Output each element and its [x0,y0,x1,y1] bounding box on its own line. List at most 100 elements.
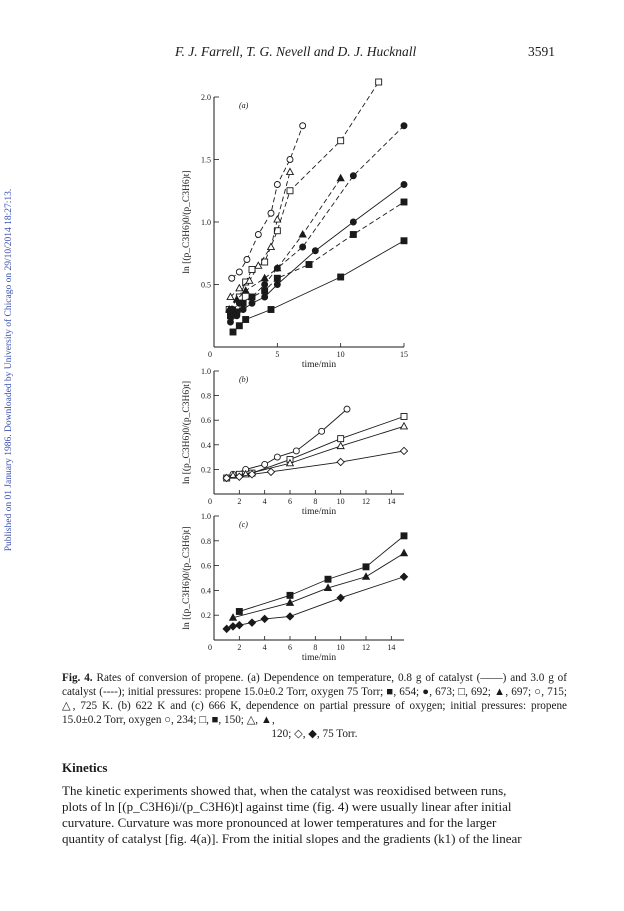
caption-line: pressure of oxygen; initial pressures: p… [62,700,568,726]
square-marker [400,237,408,245]
y-axis-label: ln [(p_C3H6)0/(p_C3H6)t] [181,526,192,629]
body-line: curvature. Curvature was more pronounced… [62,815,497,830]
circle-marker [243,256,251,263]
series-line [226,416,405,479]
data-series [229,237,408,336]
triangle-marker [285,458,295,467]
y-tick-label: 0.4 [201,441,211,450]
square-marker [229,328,237,336]
circle-marker [239,306,247,313]
circle-marker [286,156,294,163]
square-marker [400,532,408,540]
x-tick-label: 8 [313,643,317,652]
body-line: quantity of catalyst [fig. 4(a)]. From t… [62,831,522,846]
triangle-marker [228,471,238,479]
chart-panel: 0 2 4 6 8 10 12 14 0.2 0.4 0.6 0.8 1.0 (b) time/min ln … [181,367,409,517]
y-tick-label: 2.0 [201,93,211,102]
square-marker [337,137,345,145]
data-series [228,122,307,282]
caption-line: 120; ◇, ◆, 75 Torr. [271,728,358,740]
body-line: plots of ln [(p_C3H6)i/(p_C3H6)t] agains… [62,799,512,814]
y-tick-label: 1.0 [201,512,211,521]
square-marker [286,187,294,195]
square-marker [261,287,269,295]
circle-marker [273,281,281,288]
panel-label: (b) [239,375,249,384]
circle-marker [228,274,236,282]
x-tick-label: 6 [288,643,292,652]
series-line [232,240,405,333]
x-tick-label: 4 [263,643,267,652]
x-tick-label: 6 [288,497,292,506]
triangle-marker [361,572,371,580]
data-series [222,446,409,483]
triangle-marker [254,261,263,269]
circle-marker [400,122,408,130]
square-marker [362,563,370,571]
x-tick-label: 15 [400,350,408,359]
series-line [230,201,405,317]
square-marker [400,198,408,206]
data-series [225,173,345,313]
y-tick-label: 0.2 [201,465,211,474]
circle-marker [299,122,307,130]
caption-label: Fig. 4. [62,672,93,684]
square-marker [261,258,269,266]
x-tick-label: 2 [237,497,241,506]
triangle-marker [232,294,241,303]
square-marker [375,78,383,86]
circle-marker [254,231,262,238]
triangle-marker [245,276,254,284]
circle-marker [235,268,243,276]
caption-line: Rates of conversion of propene. (a) Depe… [96,672,507,684]
circle-marker [400,181,408,188]
caption-line: and 3.0 g of catalyst (----); initial pr… [62,672,567,698]
origin-tick-label: 0 [208,497,212,506]
x-tick-label: 14 [387,643,395,652]
y-tick-label: 1.5 [201,156,211,165]
diamond-marker [235,472,244,482]
page-number: 3591 [528,44,555,59]
diamond-marker [336,457,345,467]
triangle-marker [260,273,269,282]
series-line [228,81,380,310]
x-axis-label: time/min [302,653,337,663]
square-marker [235,608,243,615]
panel-label: (a) [239,101,249,110]
triangle-marker [273,263,282,272]
triangle-marker [399,548,409,557]
diamond-marker [336,593,345,603]
x-axis-label: time/min [302,360,337,370]
circle-marker [273,453,281,461]
running-header-authors: F. J. Farrell, T. G. Nevell and D. J. Hu… [175,44,417,59]
figure-caption: Fig. 4. Rates of conversion of propene. … [62,671,567,741]
section-heading: Kinetics [62,760,108,775]
x-tick-label: 5 [275,350,279,359]
body-text: The kinetic experiments showed that, whe… [62,783,567,847]
square-marker [337,273,345,281]
body-line: The kinetic experiments showed that, whe… [62,783,507,798]
triangle-marker [298,229,307,238]
diamond-marker [222,624,231,634]
triangle-marker [336,173,345,182]
square-marker [337,435,345,443]
square-marker [267,306,275,313]
y-axis-label: ln [(p_C3H6)0/(p_C3H6)t] [181,170,192,273]
x-tick-label: 4 [263,497,267,506]
circle-marker [349,172,357,180]
y-tick-label: 1.0 [201,218,211,227]
figure-4: 0 5 10 15 0.5 1.0 1.5 2.0 (a) time/min ln [(p_C3H6… [181,78,409,663]
square-marker [349,231,357,238]
data-series [235,532,408,615]
circle-marker [349,218,357,226]
triangle-marker [235,283,244,292]
circle-marker [261,281,269,288]
triangle-marker [285,167,295,176]
triangle-marker [241,286,250,294]
circle-marker [318,427,326,435]
square-marker [400,413,408,420]
chart-panel: 0 2 4 6 8 10 12 14 0.2 0.4 0.6 0.8 1.0 (c) time/min ln … [181,512,409,663]
x-tick-label: 8 [313,497,317,506]
circle-marker [227,318,234,326]
data-series [227,181,408,326]
